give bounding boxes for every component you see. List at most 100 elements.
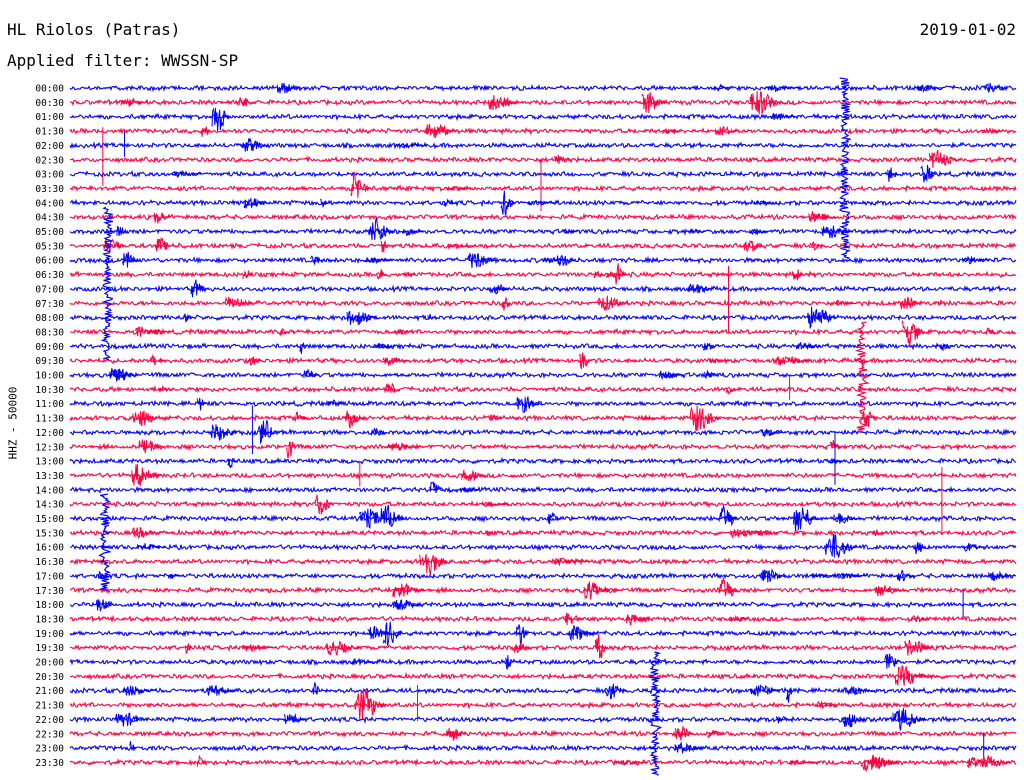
trace-burst (750, 684, 781, 697)
trace-burst (110, 369, 134, 381)
trace-line (69, 284, 1017, 294)
trace-burst (487, 95, 518, 111)
trace-burst (809, 572, 837, 580)
trace-burst (380, 504, 405, 527)
trace-burst (138, 439, 165, 454)
tick-label-group: 00:00 00:30 01:00 01:30 02:00 02:30 03:00 03:30… (35, 84, 64, 769)
row-tick-label: 03:00 (35, 170, 64, 181)
trace-burst (303, 368, 319, 379)
trace-burst (884, 653, 902, 669)
trace-burst (564, 612, 584, 626)
trace-burst (351, 657, 376, 666)
trace-burst (447, 243, 473, 250)
row-tick-label: 19:30 (35, 643, 64, 654)
row-tick-label: 10:00 (35, 371, 64, 382)
trace-burst (561, 228, 578, 234)
trace-burst (927, 673, 941, 681)
trace-burst (937, 299, 945, 307)
trace-burst (380, 239, 390, 253)
trace-line (69, 729, 1017, 739)
large-event (100, 206, 115, 361)
trace-burst (640, 414, 660, 421)
large-event (648, 651, 663, 776)
trace-burst (874, 585, 903, 597)
date-label: 2019-01-02 (919, 20, 1016, 39)
trace-line (69, 370, 1017, 380)
trace-burst (766, 84, 801, 93)
trace-burst (547, 511, 561, 525)
trace-burst (313, 682, 321, 695)
trace-burst (319, 198, 328, 209)
trace-burst (776, 356, 810, 366)
trace-line (69, 629, 1017, 638)
trace-burst (286, 441, 297, 459)
trace-burst (870, 756, 900, 770)
trace-burst (241, 644, 276, 653)
trace-line (69, 571, 1017, 581)
trace-burst (129, 741, 137, 751)
trace-line (69, 212, 1017, 222)
trace-burst (597, 295, 628, 311)
row-tick-label: 15:00 (35, 514, 64, 525)
trace-burst (95, 599, 114, 612)
row-tick-label: 07:00 (35, 284, 64, 295)
trace-burst (283, 714, 295, 724)
trace-burst (364, 256, 393, 264)
trace-line (69, 155, 1017, 164)
trace-burst (516, 396, 542, 413)
trace-burst (515, 624, 530, 646)
trace-burst (276, 82, 303, 94)
trace-burst (385, 382, 400, 393)
row-tick-label: 23:30 (35, 758, 64, 769)
trace-line (69, 585, 1017, 595)
trace-burst (903, 639, 934, 656)
event-group (95, 77, 1014, 776)
trace-burst (158, 384, 173, 393)
row-tick-label: 05:30 (35, 241, 64, 252)
trace-burst (115, 712, 149, 727)
trace-burst (150, 353, 167, 366)
trace-burst (167, 573, 181, 579)
trace-burst (146, 328, 171, 336)
trace-burst (835, 299, 855, 307)
trace-burst (760, 428, 784, 438)
trace-burst (714, 125, 738, 136)
station-title: HL Riolos (Patras) (7, 20, 181, 39)
trace-burst (488, 285, 501, 294)
trace-burst (981, 127, 1003, 134)
trace-burst (209, 424, 238, 441)
trace-line (69, 270, 1017, 279)
trace-burst (200, 126, 212, 137)
trace-line (69, 657, 1017, 667)
trace-burst (928, 149, 958, 169)
trace-burst (749, 91, 784, 115)
trace-burst (425, 123, 458, 138)
large-event (838, 77, 852, 260)
trace-burst (896, 569, 916, 582)
trace-burst (916, 84, 944, 93)
trace-line (69, 313, 1017, 322)
trace-burst (376, 269, 386, 280)
trace-group (69, 83, 1017, 767)
trace-burst (246, 356, 263, 366)
row-tick-label: 04:30 (35, 213, 64, 224)
row-tick-label: 16:30 (35, 557, 64, 568)
trace-burst (702, 342, 716, 351)
row-tick-label: 18:00 (35, 600, 64, 611)
row-tick-label: 01:00 (35, 112, 64, 123)
trace-burst (211, 107, 230, 132)
row-tick-label: 04:00 (35, 198, 64, 209)
trace-line (69, 342, 1017, 351)
trace-burst (501, 296, 512, 311)
row-tick-label: 17:00 (35, 571, 64, 582)
row-tick-label: 21:00 (35, 686, 64, 697)
trace-burst (578, 558, 587, 565)
trace-burst (354, 688, 387, 720)
trace-burst (688, 283, 713, 294)
trace-burst (299, 342, 307, 355)
trace-burst (467, 252, 497, 268)
trace-line (69, 499, 1017, 509)
trace-burst (833, 572, 867, 580)
trace-burst (240, 137, 268, 152)
trace-line (69, 140, 1017, 150)
